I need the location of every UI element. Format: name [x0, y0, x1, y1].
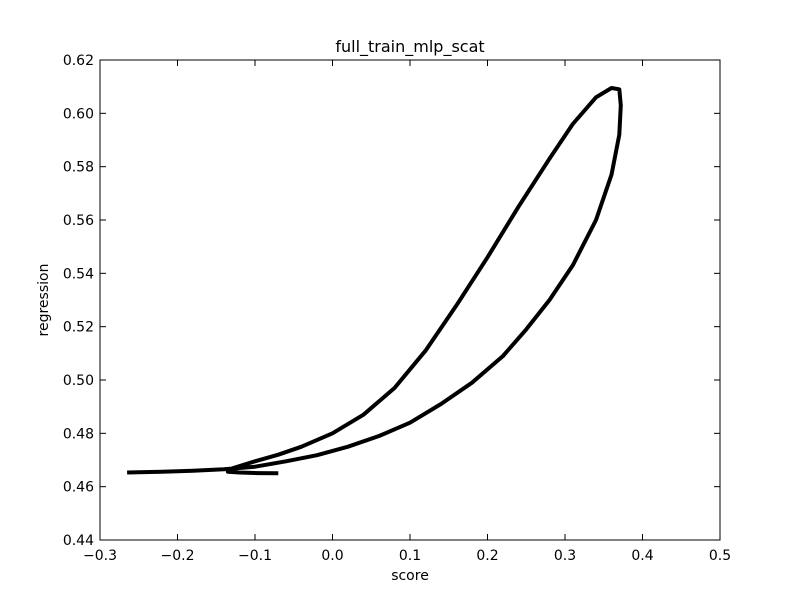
x-tick-label: 0.0 — [321, 548, 343, 564]
chart-title: full_train_mlp_scat — [335, 37, 484, 57]
y-tick-label: 0.56 — [63, 213, 94, 229]
y-axis-label: regression — [36, 264, 52, 337]
plot-frame — [99, 59, 721, 541]
x-axis-label: score — [391, 568, 429, 584]
x-tick-label: 0.3 — [554, 548, 576, 564]
x-tick-label: 0.5 — [709, 548, 731, 564]
x-tick-label: 0.4 — [631, 548, 653, 564]
x-tick-label: 0.2 — [476, 548, 498, 564]
y-tick-label: 0.48 — [63, 426, 94, 442]
y-axis-ticks: 0.44 0.46 0.48 0.50 0.52 0.54 0.56 0.58 0.60 0.62 — [63, 53, 720, 549]
y-tick-label: 0.52 — [63, 320, 94, 336]
y-tick-label: 0.44 — [63, 533, 94, 549]
x-tick-label: −0.1 — [238, 548, 272, 564]
y-tick-label: 0.62 — [63, 53, 94, 69]
y-tick-label: 0.46 — [63, 480, 94, 496]
x-tick-label: −0.2 — [161, 548, 195, 564]
y-tick-label: 0.58 — [63, 160, 94, 176]
y-tick-label: 0.50 — [63, 373, 94, 389]
plot-area — [127, 86, 623, 476]
y-tick-label: 0.60 — [63, 106, 94, 122]
y-tick-label: 0.54 — [63, 266, 94, 282]
x-tick-label: 0.1 — [399, 548, 421, 564]
series-line — [127, 86, 623, 476]
x-tick-label: −0.3 — [83, 548, 117, 564]
x-axis-ticks: −0.3 −0.2 −0.1 0.0 0.1 0.2 0.3 0.4 0.5 — [83, 60, 731, 564]
